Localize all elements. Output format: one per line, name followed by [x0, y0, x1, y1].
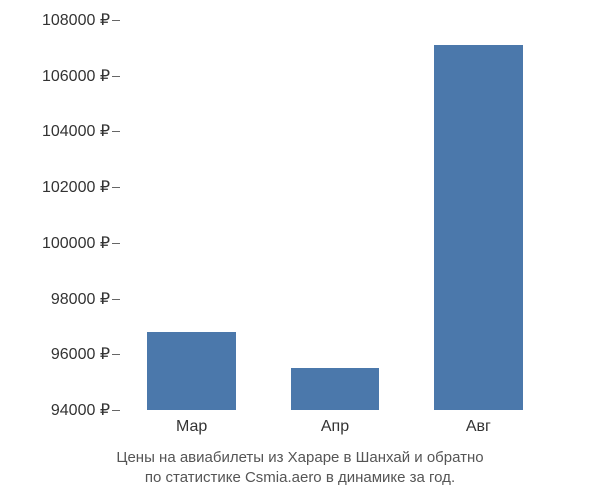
y-tick-mark [112, 187, 120, 188]
y-tick-mark [112, 410, 120, 411]
bar [434, 45, 523, 410]
x-tick-label: Авг [466, 418, 491, 436]
y-tick-label: 104000 ₽ [0, 121, 110, 141]
y-tick-mark [112, 243, 120, 244]
y-tick-label: 100000 ₽ [0, 233, 110, 253]
y-tick-label: 98000 ₽ [0, 289, 110, 309]
y-tick-label: 108000 ₽ [0, 10, 110, 30]
y-tick-mark [112, 76, 120, 77]
bar [291, 368, 380, 410]
y-tick-mark [112, 354, 120, 355]
y-tick-label: 106000 ₽ [0, 66, 110, 86]
chart-container: 94000 ₽ 96000 ₽ 98000 ₽ 100000 ₽ 102000 ₽ 104… [0, 0, 600, 500]
x-tick-label: Апр [321, 418, 349, 436]
y-tick-label: 102000 ₽ [0, 177, 110, 197]
y-tick-label: 94000 ₽ [0, 400, 110, 420]
caption-line-2: по статистике Csmia.aero в динамике за г… [145, 469, 455, 486]
bar [147, 332, 236, 410]
chart-plot-area [120, 20, 550, 410]
chart-caption: Цены на авиабилеты из Хараре в Шанхай и … [0, 448, 600, 489]
bar-plot [120, 20, 550, 410]
y-tick-label: 96000 ₽ [0, 344, 110, 364]
x-tick-label: Мар [176, 418, 207, 436]
y-tick-mark [112, 131, 120, 132]
y-tick-mark [112, 299, 120, 300]
caption-line-1: Цены на авиабилеты из Хараре в Шанхай и … [116, 449, 483, 466]
y-tick-mark [112, 20, 120, 21]
